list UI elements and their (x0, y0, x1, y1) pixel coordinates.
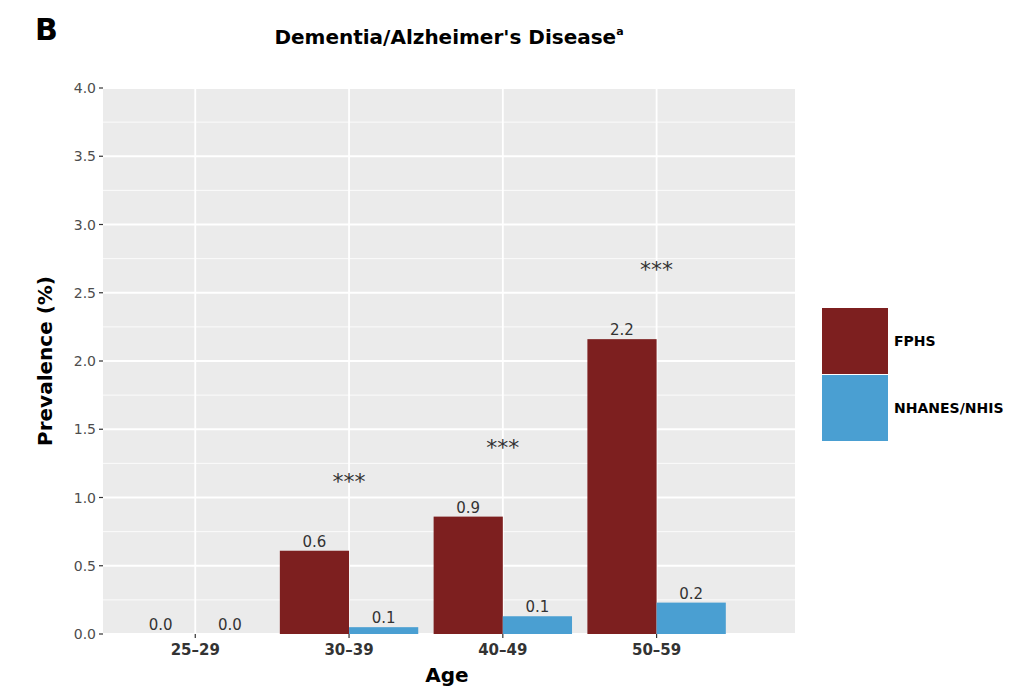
title: Dementia/Alzheimer's Diseasea (274, 25, 623, 49)
data-label: 0.0 (218, 616, 242, 634)
annotation: *** (486, 435, 519, 460)
x-tick-label: 25–29 (171, 641, 220, 659)
y-tick (99, 156, 103, 157)
y-tick-label: 0.0 (74, 626, 96, 642)
data-label: 0.0 (149, 616, 173, 634)
chart: 0.0 0.5 1.0 1.5 2.0 2.5 3.0 3.5 4.0 25–29 30–39 40–… (0, 0, 1023, 699)
y-tick (99, 497, 103, 498)
y-tick-label: 3.5 (74, 148, 96, 164)
y-tick-label: 3.0 (74, 217, 96, 233)
y-tick-label: 2.0 (74, 353, 96, 369)
data-label: 0.1 (372, 609, 396, 627)
y-tick-label: 4.0 (74, 80, 96, 96)
x-tick-label: 30–39 (324, 641, 373, 659)
y-tick (99, 633, 103, 634)
y-tick (99, 224, 103, 225)
x-tick (502, 634, 503, 638)
annotation: *** (640, 257, 673, 282)
data-label: 0.1 (525, 598, 549, 616)
y-tick-label: 2.5 (74, 285, 96, 301)
title-text: Dementia/Alzheimer's Disease (274, 25, 616, 49)
data-label: 0.2 (679, 585, 703, 603)
grid-line (103, 87, 795, 89)
legend-label: FPHS (894, 333, 936, 349)
grid-line (103, 155, 795, 157)
legend-key (822, 375, 888, 441)
y-tick (99, 360, 103, 361)
y-tick-label: 0.5 (74, 558, 96, 574)
minor-grid-line (103, 326, 795, 327)
grid-line (103, 428, 795, 430)
grid-line (103, 360, 795, 362)
minor-grid-line (103, 190, 795, 191)
x-tick-label: 40–49 (478, 641, 527, 659)
minor-grid-line (103, 258, 795, 259)
bars (280, 339, 726, 634)
plot-background (103, 88, 795, 634)
minor-grid-line (103, 463, 795, 464)
y-tick (99, 292, 103, 293)
y-tick (99, 565, 103, 566)
y-tick (99, 429, 103, 430)
bar (280, 551, 349, 634)
y-tick (99, 87, 103, 88)
x-tick (348, 634, 349, 638)
data-label: 0.9 (456, 499, 480, 517)
bar (503, 616, 572, 634)
legend-label: NHANES/NHIS (894, 400, 1003, 416)
title-note: a (616, 25, 623, 38)
x-tick (195, 634, 196, 638)
data-labels: 0.0 0.6 0.9 2.2 0.0 0.1 0.1 0.2 (149, 321, 703, 634)
x-tick-label: 50–59 (632, 641, 681, 659)
data-label: 2.2 (610, 321, 634, 339)
grid-line (103, 292, 795, 294)
annotation: *** (333, 469, 366, 494)
minor-grid-line (103, 395, 795, 396)
x-axis-label: Age (425, 663, 468, 687)
bar (434, 517, 503, 634)
data-label: 0.6 (303, 533, 327, 551)
bar (349, 627, 418, 634)
grid-line (103, 497, 795, 499)
legend-key (822, 308, 888, 374)
y-tick-label: 1.5 (74, 421, 96, 437)
x-tick (656, 634, 657, 638)
grid-line-x (194, 88, 196, 634)
grid-line (103, 224, 795, 226)
panel-label: B (35, 12, 58, 47)
bar (587, 339, 656, 634)
minor-grid-line (103, 122, 795, 123)
y-axis-label: Prevalence (%) (33, 276, 57, 446)
bar (657, 603, 726, 634)
y-tick-label: 1.0 (74, 490, 96, 506)
